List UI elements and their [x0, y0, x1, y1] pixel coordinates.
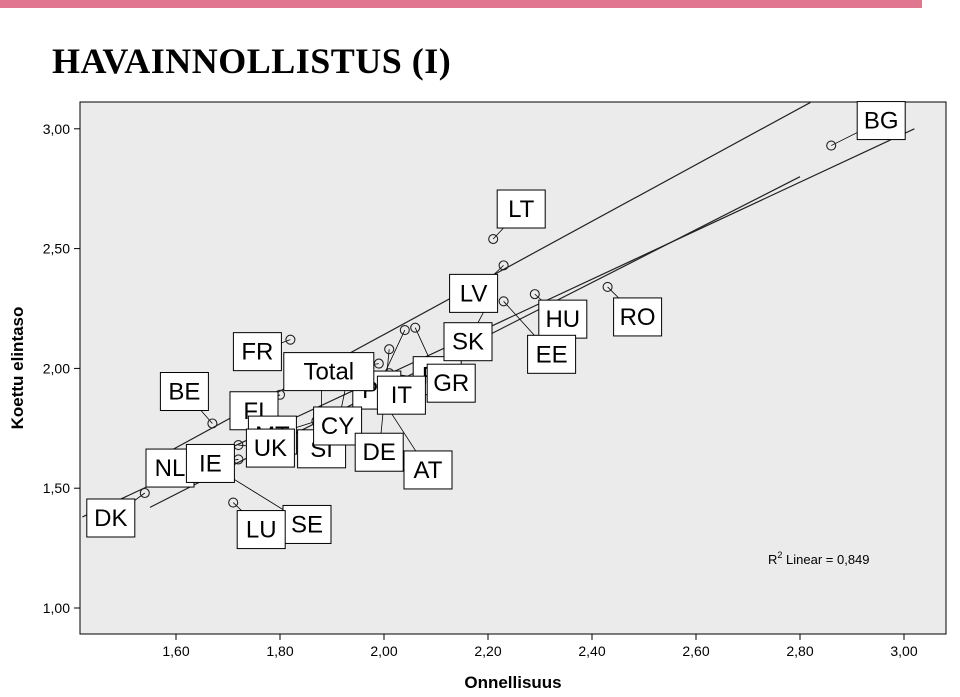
point-label: RO	[620, 304, 656, 331]
point-label: EE	[536, 341, 568, 368]
y-tick-label: 2,00	[43, 360, 70, 376]
point-label: IE	[199, 450, 222, 477]
point-label-box	[538, 299, 588, 339]
point-label: CY	[321, 413, 354, 440]
y-tick-label: 1,50	[43, 480, 70, 496]
point-label-box	[245, 428, 295, 468]
accent-bar	[0, 0, 922, 8]
point-label: Total	[303, 359, 354, 386]
data-point	[529, 289, 540, 300]
data-point	[498, 296, 509, 307]
point-label: LV	[460, 280, 488, 307]
point-label: NL	[155, 455, 186, 482]
point-label: LU	[246, 517, 277, 544]
x-axis-label: Onnellisuus	[464, 673, 561, 692]
point-label: BG	[864, 108, 899, 135]
y-tick-label: 1,00	[43, 600, 70, 616]
point-label: LT	[508, 196, 535, 223]
y-tick-label: 3,00	[43, 121, 70, 137]
point-label-box	[376, 375, 426, 415]
point-label-box	[159, 372, 209, 412]
data-point	[410, 322, 421, 333]
point-label-box	[313, 406, 363, 446]
data-point	[488, 233, 499, 245]
point-label: DE	[363, 439, 396, 466]
data-point	[602, 281, 613, 292]
data-point	[139, 487, 150, 499]
x-tick-label: 2,80	[786, 643, 813, 659]
x-tick-label: 1,80	[266, 643, 293, 659]
point-label: DK	[94, 505, 127, 532]
x-tick-label: 2,20	[474, 643, 501, 659]
r2-annotation: R2 Linear = 0,849	[768, 550, 870, 567]
point-label-box	[527, 334, 577, 374]
point-label: UK	[254, 435, 287, 462]
point-label-box	[856, 101, 906, 141]
x-tick-label: 2,00	[370, 643, 397, 659]
y-tick-label: 2,50	[43, 241, 70, 257]
point-label-box	[236, 510, 286, 550]
x-tick-label: 2,40	[578, 643, 605, 659]
point-label: GR	[433, 370, 469, 397]
point-label: HU	[545, 306, 580, 333]
point-label-box	[232, 332, 282, 372]
x-tick-label: 3,00	[890, 643, 917, 659]
data-point	[384, 344, 395, 355]
point-label-box	[449, 273, 499, 313]
point-label: AT	[414, 457, 443, 484]
x-tick-label: 2,60	[682, 643, 709, 659]
x-tick-label: 1,60	[162, 643, 189, 659]
point-label: SE	[291, 511, 323, 538]
data-point	[826, 140, 837, 151]
point-label-box	[426, 363, 476, 403]
r2-superscript: 2	[777, 550, 782, 560]
data-point	[498, 260, 509, 271]
point-label: FR	[241, 339, 273, 366]
slide-title: HAVAINNOLLISTUS (I)	[52, 41, 452, 81]
data-point	[228, 497, 239, 508]
point-label-box	[496, 189, 546, 229]
y-axis-label: Koettu elintaso	[8, 307, 27, 430]
point-label: BE	[168, 379, 200, 406]
data-point	[207, 418, 218, 429]
point-label-box	[283, 352, 375, 392]
point-label: IT	[391, 382, 413, 409]
point-label-box	[282, 504, 332, 544]
point-label-box	[403, 450, 453, 490]
point-label: SK	[452, 329, 484, 356]
r2-prefix: R	[768, 552, 777, 567]
point-label-box	[613, 297, 663, 337]
point-label-box	[185, 443, 235, 483]
data-point	[399, 325, 410, 336]
point-label-box	[443, 322, 493, 362]
data-point	[285, 334, 296, 345]
r2-rest: Linear = 0,849	[782, 552, 869, 567]
point-label-box	[354, 432, 404, 472]
point-label-box	[86, 498, 136, 538]
